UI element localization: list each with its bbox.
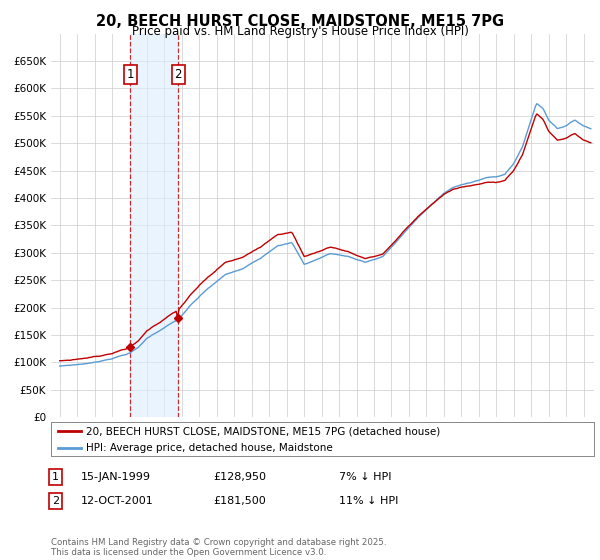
Bar [130, 34, 178, 417]
Text: 20, BEECH HURST CLOSE, MAIDSTONE, ME15 7PG (detached house): 20, BEECH HURST CLOSE, MAIDSTONE, ME15 7… [86, 426, 440, 436]
Text: 11% ↓ HPI: 11% ↓ HPI [339, 496, 398, 506]
Text: 1: 1 [52, 472, 59, 482]
Text: £128,950: £128,950 [213, 472, 266, 482]
Text: £181,500: £181,500 [213, 496, 266, 506]
Text: 20, BEECH HURST CLOSE, MAIDSTONE, ME15 7PG: 20, BEECH HURST CLOSE, MAIDSTONE, ME15 7… [96, 14, 504, 29]
Text: 15-JAN-1999: 15-JAN-1999 [81, 472, 151, 482]
Text: HPI: Average price, detached house, Maidstone: HPI: Average price, detached house, Maid… [86, 443, 333, 452]
Text: Price paid vs. HM Land Registry's House Price Index (HPI): Price paid vs. HM Land Registry's House … [131, 25, 469, 38]
Text: 2: 2 [175, 68, 182, 81]
Text: 7% ↓ HPI: 7% ↓ HPI [339, 472, 391, 482]
Text: Contains HM Land Registry data © Crown copyright and database right 2025.
This d: Contains HM Land Registry data © Crown c… [51, 538, 386, 557]
Text: 1: 1 [127, 68, 134, 81]
Text: 2: 2 [52, 496, 59, 506]
Text: 12-OCT-2001: 12-OCT-2001 [81, 496, 154, 506]
